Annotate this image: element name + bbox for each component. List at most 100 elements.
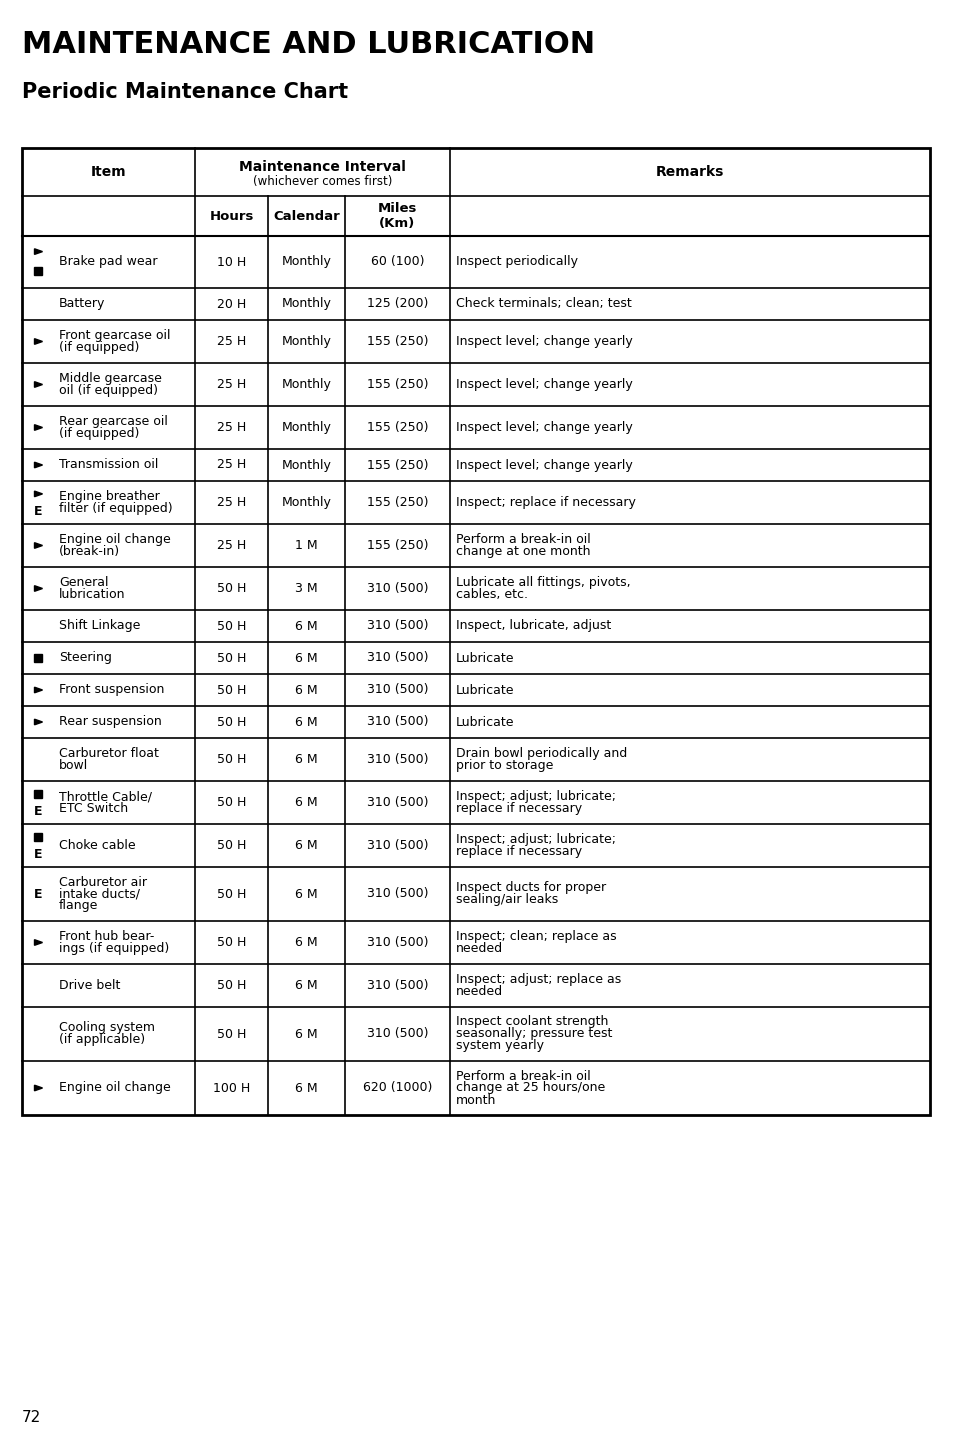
Text: 3 M: 3 M bbox=[294, 582, 317, 595]
Text: 6 M: 6 M bbox=[294, 979, 317, 992]
Text: Hours: Hours bbox=[209, 209, 253, 222]
Text: Calendar: Calendar bbox=[273, 209, 339, 222]
Text: filter (if equipped): filter (if equipped) bbox=[59, 502, 172, 515]
Text: Lubricate all fittings, pivots,: Lubricate all fittings, pivots, bbox=[456, 576, 630, 589]
Text: Inspect coolant strength: Inspect coolant strength bbox=[456, 1015, 608, 1028]
Text: 155 (250): 155 (250) bbox=[366, 496, 428, 509]
Text: 310 (500): 310 (500) bbox=[366, 753, 428, 766]
Text: Periodic Maintenance Chart: Periodic Maintenance Chart bbox=[22, 81, 348, 102]
Text: Item: Item bbox=[91, 164, 126, 179]
Text: 310 (500): 310 (500) bbox=[366, 1028, 428, 1041]
Text: Rear suspension: Rear suspension bbox=[59, 715, 162, 728]
Text: 50 H: 50 H bbox=[216, 839, 246, 852]
Text: ETC Switch: ETC Switch bbox=[59, 803, 128, 816]
Text: 20 H: 20 H bbox=[216, 298, 246, 311]
Text: 6 M: 6 M bbox=[294, 1082, 317, 1095]
Text: 100 H: 100 H bbox=[213, 1082, 250, 1095]
Polygon shape bbox=[34, 1085, 43, 1090]
Text: Lubricate: Lubricate bbox=[456, 683, 514, 696]
Text: 50 H: 50 H bbox=[216, 936, 246, 949]
Text: Engine oil change: Engine oil change bbox=[59, 534, 171, 547]
Text: 6 M: 6 M bbox=[294, 683, 317, 696]
Bar bbox=[34, 654, 43, 662]
Text: MAINTENANCE AND LUBRICATION: MAINTENANCE AND LUBRICATION bbox=[22, 31, 595, 60]
Text: 310 (500): 310 (500) bbox=[366, 936, 428, 949]
Text: 155 (250): 155 (250) bbox=[366, 539, 428, 553]
Text: Monthly: Monthly bbox=[281, 458, 331, 471]
Text: 25 H: 25 H bbox=[216, 334, 246, 348]
Text: 310 (500): 310 (500) bbox=[366, 795, 428, 808]
Text: 50 H: 50 H bbox=[216, 887, 246, 900]
Text: 50 H: 50 H bbox=[216, 753, 246, 766]
Text: Inspect level; change yearly: Inspect level; change yearly bbox=[456, 334, 632, 348]
Text: Cooling system: Cooling system bbox=[59, 1022, 154, 1034]
Bar bbox=[22, 148, 929, 1115]
Text: (if applicable): (if applicable) bbox=[59, 1034, 145, 1047]
Text: bowl: bowl bbox=[59, 759, 89, 772]
Text: General: General bbox=[59, 576, 109, 589]
Text: Front hub bear-: Front hub bear- bbox=[59, 931, 154, 944]
Text: 50 H: 50 H bbox=[216, 683, 246, 696]
Text: Steering: Steering bbox=[59, 651, 112, 664]
Text: 50 H: 50 H bbox=[216, 651, 246, 664]
Text: E: E bbox=[34, 804, 43, 817]
Text: 155 (250): 155 (250) bbox=[366, 378, 428, 391]
Text: E: E bbox=[34, 505, 43, 518]
Text: 50 H: 50 H bbox=[216, 979, 246, 992]
Text: (if equipped): (if equipped) bbox=[59, 427, 139, 441]
Text: Transmission oil: Transmission oil bbox=[59, 458, 158, 471]
Text: month: month bbox=[456, 1093, 496, 1106]
Text: intake ducts/: intake ducts/ bbox=[59, 887, 140, 900]
Text: ings (if equipped): ings (if equipped) bbox=[59, 942, 169, 955]
Text: 1 M: 1 M bbox=[294, 539, 317, 553]
Text: 620 (1000): 620 (1000) bbox=[362, 1082, 432, 1095]
Bar bbox=[34, 790, 43, 798]
Text: 6 M: 6 M bbox=[294, 619, 317, 632]
Text: 155 (250): 155 (250) bbox=[366, 334, 428, 348]
Polygon shape bbox=[34, 382, 43, 387]
Text: Rear gearcase oil: Rear gearcase oil bbox=[59, 414, 168, 427]
Text: Inspect level; change yearly: Inspect level; change yearly bbox=[456, 378, 632, 391]
Text: 6 M: 6 M bbox=[294, 715, 317, 728]
Text: prior to storage: prior to storage bbox=[456, 759, 553, 772]
Text: Inspect; clean; replace as: Inspect; clean; replace as bbox=[456, 931, 616, 944]
Text: Inspect, lubricate, adjust: Inspect, lubricate, adjust bbox=[456, 619, 611, 632]
Text: Remarks: Remarks bbox=[655, 164, 723, 179]
Text: Battery: Battery bbox=[59, 298, 105, 311]
Text: 72: 72 bbox=[22, 1410, 41, 1425]
Text: (if equipped): (if equipped) bbox=[59, 342, 139, 353]
Text: replace if necessary: replace if necessary bbox=[456, 845, 581, 858]
Text: oil (if equipped): oil (if equipped) bbox=[59, 384, 158, 397]
Text: 10 H: 10 H bbox=[216, 256, 246, 269]
Text: Check terminals; clean; test: Check terminals; clean; test bbox=[456, 298, 631, 311]
Text: Engine breather: Engine breather bbox=[59, 490, 159, 503]
Text: 60 (100): 60 (100) bbox=[371, 256, 424, 269]
Text: 155 (250): 155 (250) bbox=[366, 422, 428, 433]
Text: 25 H: 25 H bbox=[216, 422, 246, 433]
Text: Maintenance Interval: Maintenance Interval bbox=[239, 160, 406, 174]
Text: 25 H: 25 H bbox=[216, 458, 246, 471]
Text: Throttle Cable/: Throttle Cable/ bbox=[59, 790, 152, 803]
Text: Miles: Miles bbox=[377, 202, 416, 215]
Text: Inspect; adjust; replace as: Inspect; adjust; replace as bbox=[456, 973, 620, 986]
Text: 310 (500): 310 (500) bbox=[366, 619, 428, 632]
Polygon shape bbox=[34, 425, 43, 430]
Text: E: E bbox=[34, 848, 43, 861]
Text: 310 (500): 310 (500) bbox=[366, 839, 428, 852]
Text: Middle gearcase: Middle gearcase bbox=[59, 372, 162, 385]
Text: needed: needed bbox=[456, 942, 502, 955]
Text: Monthly: Monthly bbox=[281, 298, 331, 311]
Text: 310 (500): 310 (500) bbox=[366, 582, 428, 595]
Text: 50 H: 50 H bbox=[216, 1028, 246, 1041]
Text: Front suspension: Front suspension bbox=[59, 683, 164, 696]
Text: system yearly: system yearly bbox=[456, 1040, 543, 1053]
Text: Shift Linkage: Shift Linkage bbox=[59, 619, 140, 632]
Text: Monthly: Monthly bbox=[281, 496, 331, 509]
Text: Inspect level; change yearly: Inspect level; change yearly bbox=[456, 422, 632, 433]
Text: flange: flange bbox=[59, 900, 98, 913]
Text: 125 (200): 125 (200) bbox=[366, 298, 428, 311]
Text: Carburetor air: Carburetor air bbox=[59, 875, 147, 888]
Text: (Km): (Km) bbox=[379, 217, 416, 230]
Text: 25 H: 25 H bbox=[216, 496, 246, 509]
Text: Drain bowl periodically and: Drain bowl periodically and bbox=[456, 747, 626, 760]
